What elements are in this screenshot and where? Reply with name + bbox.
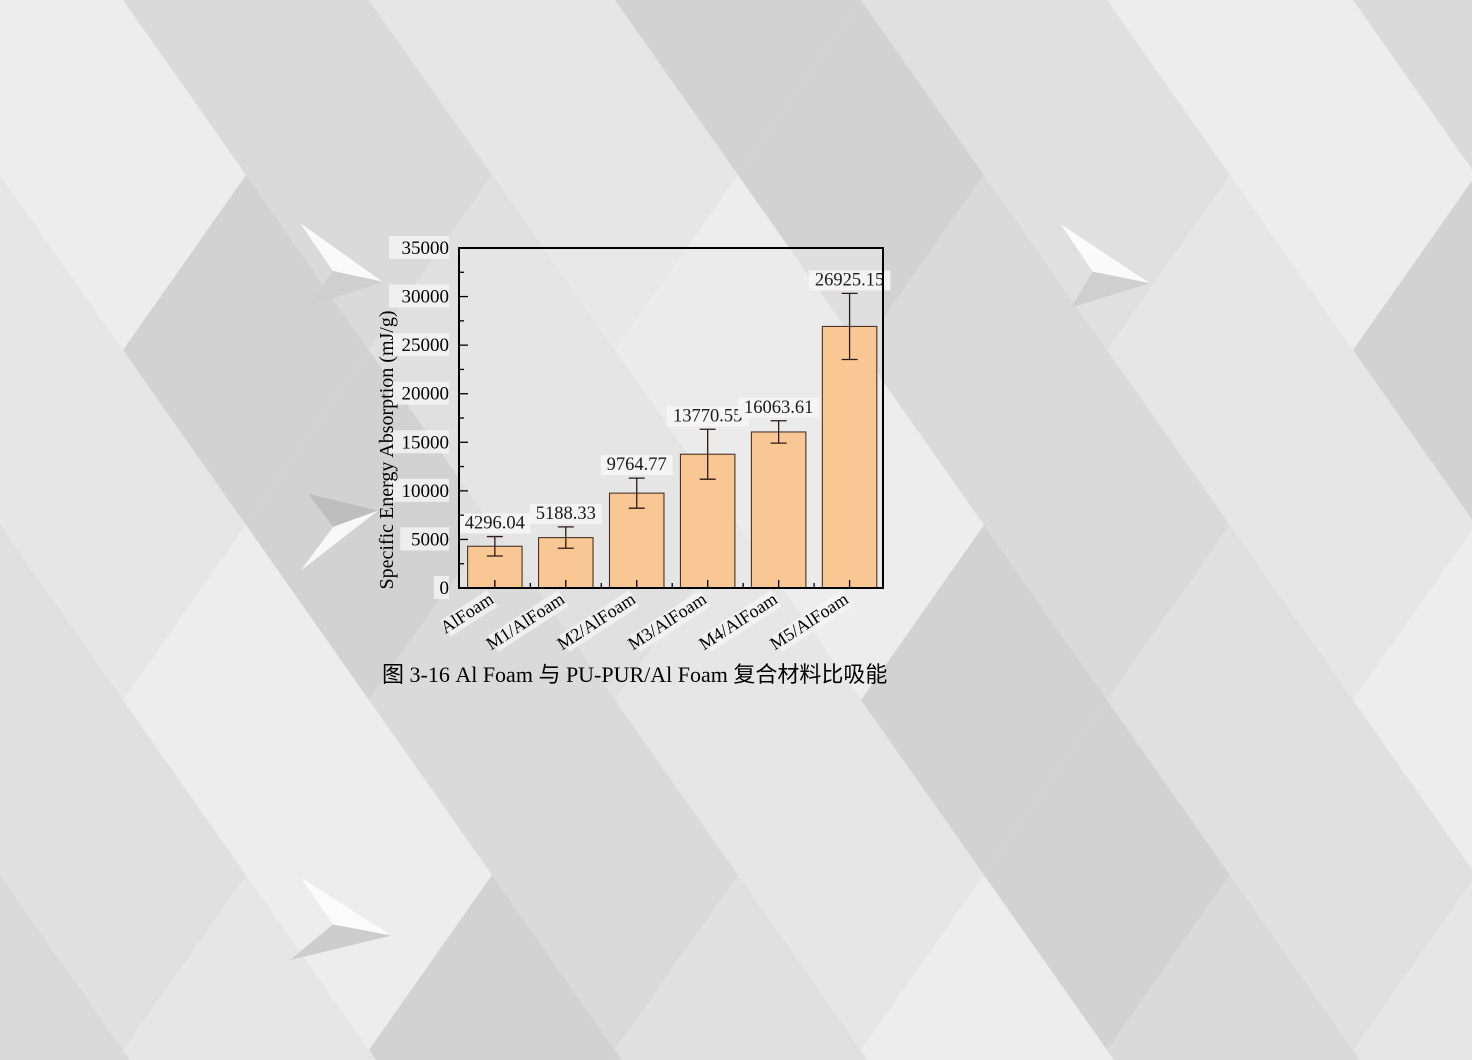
svg-text:26925.15: 26925.15 <box>815 270 884 290</box>
svg-text:M3/AlFoam: M3/AlFoam <box>624 589 710 654</box>
svg-text:M5/AlFoam: M5/AlFoam <box>766 589 852 654</box>
svg-text:25000: 25000 <box>402 335 450 356</box>
svg-text:13770.55: 13770.55 <box>673 406 742 426</box>
svg-text:10000: 10000 <box>402 481 450 502</box>
svg-text:15000: 15000 <box>402 432 450 453</box>
svg-text:M2/AlFoam: M2/AlFoam <box>553 589 639 654</box>
svg-text:Specific Energy Absorption (mJ: Specific Energy Absorption (mJ/g) <box>376 310 398 589</box>
svg-text:0: 0 <box>440 578 450 599</box>
svg-text:5000: 5000 <box>411 529 449 550</box>
svg-text:35000: 35000 <box>402 238 450 259</box>
svg-text:5188.33: 5188.33 <box>536 504 596 524</box>
svg-text:9764.77: 9764.77 <box>607 455 667 475</box>
svg-text:20000: 20000 <box>402 384 450 405</box>
svg-text:30000: 30000 <box>402 287 450 308</box>
svg-text:16063.61: 16063.61 <box>744 398 813 418</box>
svg-text:M4/AlFoam: M4/AlFoam <box>695 589 781 654</box>
svg-text:图 3-16 Al Foam 与 PU-PUR/Al Foa: 图 3-16 Al Foam 与 PU-PUR/Al Foam 复合材料比吸能 <box>382 662 887 687</box>
svg-text:4296.04: 4296.04 <box>465 514 525 534</box>
svg-text:M1/AlFoam: M1/AlFoam <box>482 589 568 654</box>
